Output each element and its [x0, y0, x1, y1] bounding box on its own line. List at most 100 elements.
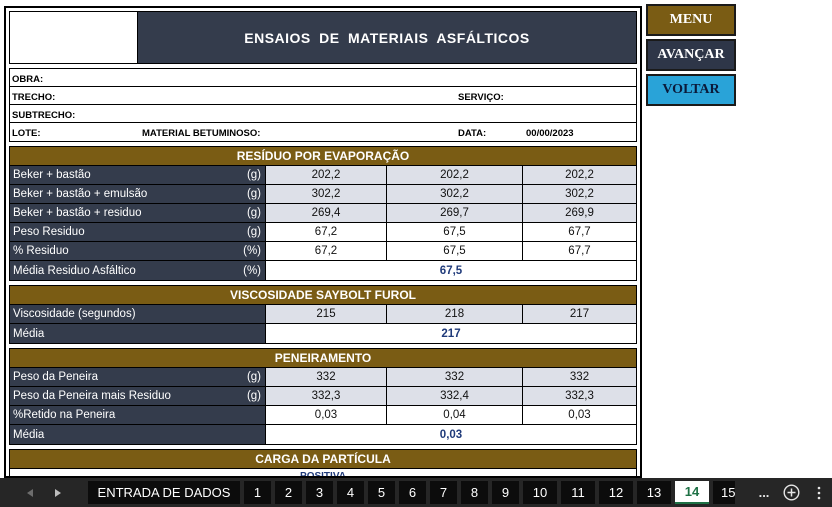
- avancar-button[interactable]: AVANÇAR: [646, 39, 736, 71]
- row-label: % Residuo: [13, 245, 69, 257]
- table-row: Peso da Peneira (g) 332 332 332: [10, 368, 636, 387]
- media-label: Média Residuo Asfáltico: [13, 264, 136, 277]
- section-peneiramento: PENEIRAMENTO Peso da Peneira (g) 332 332 …: [9, 348, 637, 445]
- sheet-tab[interactable]: 7: [430, 481, 457, 504]
- material-label: MATERIAL BETUMINOSO:: [142, 128, 261, 139]
- table-row: Beker + bastão + residuo (g) 269,4 269,7 …: [10, 204, 636, 223]
- row-unit: (g): [246, 226, 261, 238]
- vertical-ellipsis-icon[interactable]: [812, 478, 826, 507]
- media-value[interactable]: 67,5: [439, 264, 463, 277]
- cell-value[interactable]: 0,04: [387, 406, 523, 424]
- cell-value[interactable]: 332,4: [387, 387, 523, 405]
- table-row: Beker + bastão (g) 202,2 202,2 202,2: [10, 166, 636, 185]
- media-label: Média: [13, 327, 45, 340]
- cell-value[interactable]: 0,03: [266, 406, 387, 424]
- sheet-tabs: ENTRADA DE DADOS 1 2 3 4 5 6 7 8 9 10 11…: [88, 478, 739, 507]
- page-title: ENSAIOS DE MATERIAIS ASFÁLTICOS: [138, 12, 636, 63]
- cell-value[interactable]: 302,2: [266, 185, 387, 203]
- lote-label: LOTE:: [12, 128, 41, 139]
- sheet-tab[interactable]: 6: [399, 481, 426, 504]
- sheet-tab[interactable]: 2: [275, 481, 302, 504]
- logo-placeholder: [10, 12, 138, 63]
- row-unit: (g): [246, 207, 261, 219]
- sheet-tab[interactable]: 10: [523, 481, 557, 504]
- info-row-trecho: TRECHO: SERVIÇO:: [10, 87, 636, 105]
- cell-value[interactable]: 202,2: [387, 166, 523, 184]
- sheet-tab[interactable]: 8: [461, 481, 488, 504]
- report-header: ENSAIOS DE MATERIAIS ASFÁLTICOS: [9, 11, 637, 64]
- media-value[interactable]: 217: [441, 327, 461, 340]
- cell-value[interactable]: 215: [266, 305, 387, 323]
- carga-result[interactable]: POSITIVA: [300, 471, 346, 478]
- plus-circle-icon[interactable]: [780, 478, 802, 507]
- cell-value[interactable]: 67,2: [266, 242, 387, 260]
- cell-value[interactable]: 217: [523, 305, 636, 323]
- cell-value[interactable]: 202,2: [523, 166, 636, 184]
- row-unit: (g): [246, 371, 261, 383]
- table-row: Peso da Peneira mais Residuo (g) 332,3 33…: [10, 387, 636, 406]
- sheet-tab[interactable]: 12: [599, 481, 633, 504]
- sheet-tab[interactable]: 4: [337, 481, 364, 504]
- cell-value[interactable]: 269,9: [523, 204, 636, 222]
- cell-value[interactable]: 332,3: [266, 387, 387, 405]
- voltar-button[interactable]: VOLTAR: [646, 74, 736, 106]
- table-row: %Retido na Peneira 0,03 0,04 0,03: [10, 406, 636, 425]
- media-row: Média 217: [10, 324, 636, 343]
- cell-value[interactable]: 202,2: [266, 166, 387, 184]
- section-title-viscosidade: VISCOSIDADE SAYBOLT FUROL: [10, 286, 636, 305]
- info-row-subtrecho: SUBTRECHO:: [10, 105, 636, 123]
- table-row: Beker + bastão + emulsão (g) 302,2 302,2 …: [10, 185, 636, 204]
- sheet-tab[interactable]: 11: [561, 481, 595, 504]
- media-value[interactable]: 0,03: [439, 428, 463, 441]
- cell-value[interactable]: 67,7: [568, 226, 591, 238]
- cell-value[interactable]: 332: [266, 368, 387, 386]
- row-unit: (g): [246, 390, 261, 402]
- row-label: Beker + bastão + residuo: [13, 207, 142, 219]
- row-label: Peso da Peneira mais Residuo: [13, 390, 171, 402]
- cell-value[interactable]: 269,4: [266, 204, 387, 222]
- cell-value[interactable]: 67,2: [266, 223, 387, 241]
- table-row: Viscosidade (segundos) 215 218 217: [10, 305, 636, 324]
- cell-value[interactable]: 332: [387, 368, 523, 386]
- cell-value[interactable]: 332,3: [523, 387, 636, 405]
- section-title-peneiramento: PENEIRAMENTO: [10, 349, 636, 368]
- sheet-tab[interactable]: 9: [492, 481, 519, 504]
- trecho-label: TRECHO:: [12, 92, 56, 103]
- sheet-tab[interactable]: 5: [368, 481, 395, 504]
- row-label: Beker + bastão + emulsão: [13, 188, 148, 200]
- sheet-tab[interactable]: 1: [244, 481, 271, 504]
- media-row: Média Residuo Asfáltico (%) 67,5: [10, 261, 636, 280]
- row-label: Peso Residuo: [13, 226, 85, 238]
- sheet-tab[interactable]: 15: [713, 481, 735, 504]
- sheet-tab[interactable]: 13: [637, 481, 671, 504]
- triangle-left-icon[interactable]: [16, 478, 44, 507]
- row-label: Viscosidade (segundos): [13, 308, 136, 320]
- section-title-carga: CARGA DA PARTÍCULA: [10, 450, 636, 469]
- media-row: Média 0,03: [10, 425, 636, 444]
- cell-value[interactable]: 332: [523, 368, 636, 386]
- tab-entrada-de-dados[interactable]: ENTRADA DE DADOS: [88, 481, 240, 504]
- subtrecho-label: SUBTRECHO:: [12, 110, 76, 121]
- cell-value[interactable]: 0,03: [568, 409, 591, 421]
- info-row-lote: LOTE: MATERIAL BETUMINOSO: DATA: 00/00/2…: [10, 123, 636, 141]
- cell-value[interactable]: 269,7: [387, 204, 523, 222]
- triangle-right-icon[interactable]: [44, 478, 72, 507]
- more-tabs-button[interactable]: ...: [758, 485, 770, 500]
- obra-label: OBRA:: [12, 74, 44, 85]
- cell-value[interactable]: 67,7: [568, 245, 591, 257]
- servico-label: SERVIÇO:: [458, 92, 504, 103]
- cell-value[interactable]: 302,2: [523, 185, 636, 203]
- menu-button[interactable]: MENU: [646, 4, 736, 36]
- sheet-tab-active[interactable]: 14: [675, 481, 709, 504]
- table-row: % Residuo (%) 67,2 67,5 67,7: [10, 242, 636, 261]
- sheet-tab[interactable]: 3: [306, 481, 333, 504]
- media-label: Média: [13, 428, 45, 441]
- cell-value[interactable]: 67,5: [387, 223, 523, 241]
- worksheet: ENSAIOS DE MATERIAIS ASFÁLTICOS OBRA: TR…: [4, 6, 642, 478]
- cell-value[interactable]: 302,2: [387, 185, 523, 203]
- cell-value[interactable]: 67,5: [387, 242, 523, 260]
- row-unit: (%): [243, 245, 261, 257]
- data-value[interactable]: 00/00/2023: [526, 128, 574, 139]
- cell-value[interactable]: 218: [387, 305, 523, 323]
- section-carga: CARGA DA PARTÍCULA POSITIVA: [9, 449, 637, 478]
